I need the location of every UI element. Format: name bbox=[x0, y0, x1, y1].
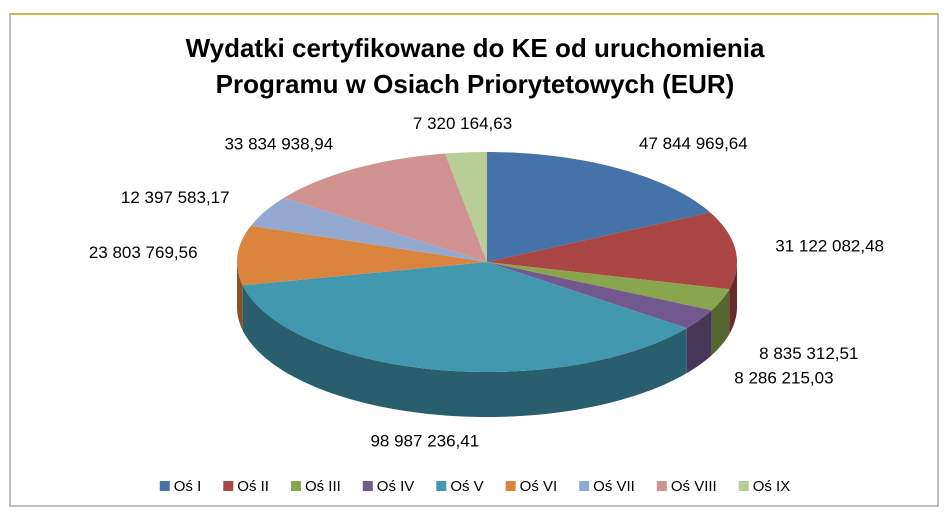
data-label: 8 286 215,03 bbox=[734, 369, 833, 388]
pie-slice bbox=[487, 262, 730, 311]
pie-slice bbox=[487, 262, 712, 329]
pie-side bbox=[729, 262, 737, 335]
legend-label: Oś V bbox=[450, 478, 483, 495]
legend-swatch bbox=[436, 481, 447, 491]
data-label: 98 987 236,41 bbox=[370, 431, 479, 450]
legend-swatch bbox=[656, 481, 667, 491]
pie-slice bbox=[444, 152, 487, 262]
data-label: 23 803 769,56 bbox=[89, 243, 198, 262]
pie-slice bbox=[237, 225, 487, 286]
pie-slice bbox=[250, 197, 487, 262]
legend-label: Oś I bbox=[174, 478, 202, 495]
pie-side bbox=[237, 262, 243, 331]
chart-title: Wydatki certyfikowane do KE od uruchomie… bbox=[186, 33, 765, 63]
legend-label: Oś IV bbox=[377, 478, 415, 495]
legend-swatch bbox=[738, 481, 749, 491]
legend-label: Oś VII bbox=[593, 478, 635, 495]
data-label: 12 397 583,17 bbox=[121, 188, 230, 207]
legend-label: Oś III bbox=[305, 478, 341, 495]
pie-side bbox=[242, 285, 687, 417]
pie-slice bbox=[487, 152, 711, 262]
chart-title: Programu w Osiach Priorytetowych (EUR) bbox=[216, 69, 735, 99]
pie-slice bbox=[487, 212, 737, 290]
legend-label: Oś VIII bbox=[671, 478, 717, 495]
data-label: 7 320 164,63 bbox=[413, 114, 512, 133]
legend-swatch bbox=[223, 481, 234, 491]
data-label: 31 122 082,48 bbox=[775, 237, 884, 256]
data-label: 33 834 938,94 bbox=[224, 134, 333, 153]
legend-swatch bbox=[579, 481, 590, 491]
legend-swatch bbox=[505, 481, 516, 491]
pie-slice bbox=[283, 153, 487, 262]
pie-side bbox=[686, 310, 712, 374]
legend-label: Oś IX bbox=[753, 478, 791, 495]
pie-side bbox=[711, 289, 730, 356]
data-label: 47 844 969,64 bbox=[639, 134, 748, 153]
legend-label: Oś II bbox=[237, 478, 269, 495]
data-label: 8 835 312,51 bbox=[759, 344, 858, 363]
legend-label: Oś VI bbox=[520, 478, 558, 495]
legend-swatch bbox=[159, 481, 170, 491]
legend-swatch bbox=[362, 481, 373, 491]
legend-swatch bbox=[290, 481, 301, 491]
pie-slice bbox=[242, 262, 687, 372]
